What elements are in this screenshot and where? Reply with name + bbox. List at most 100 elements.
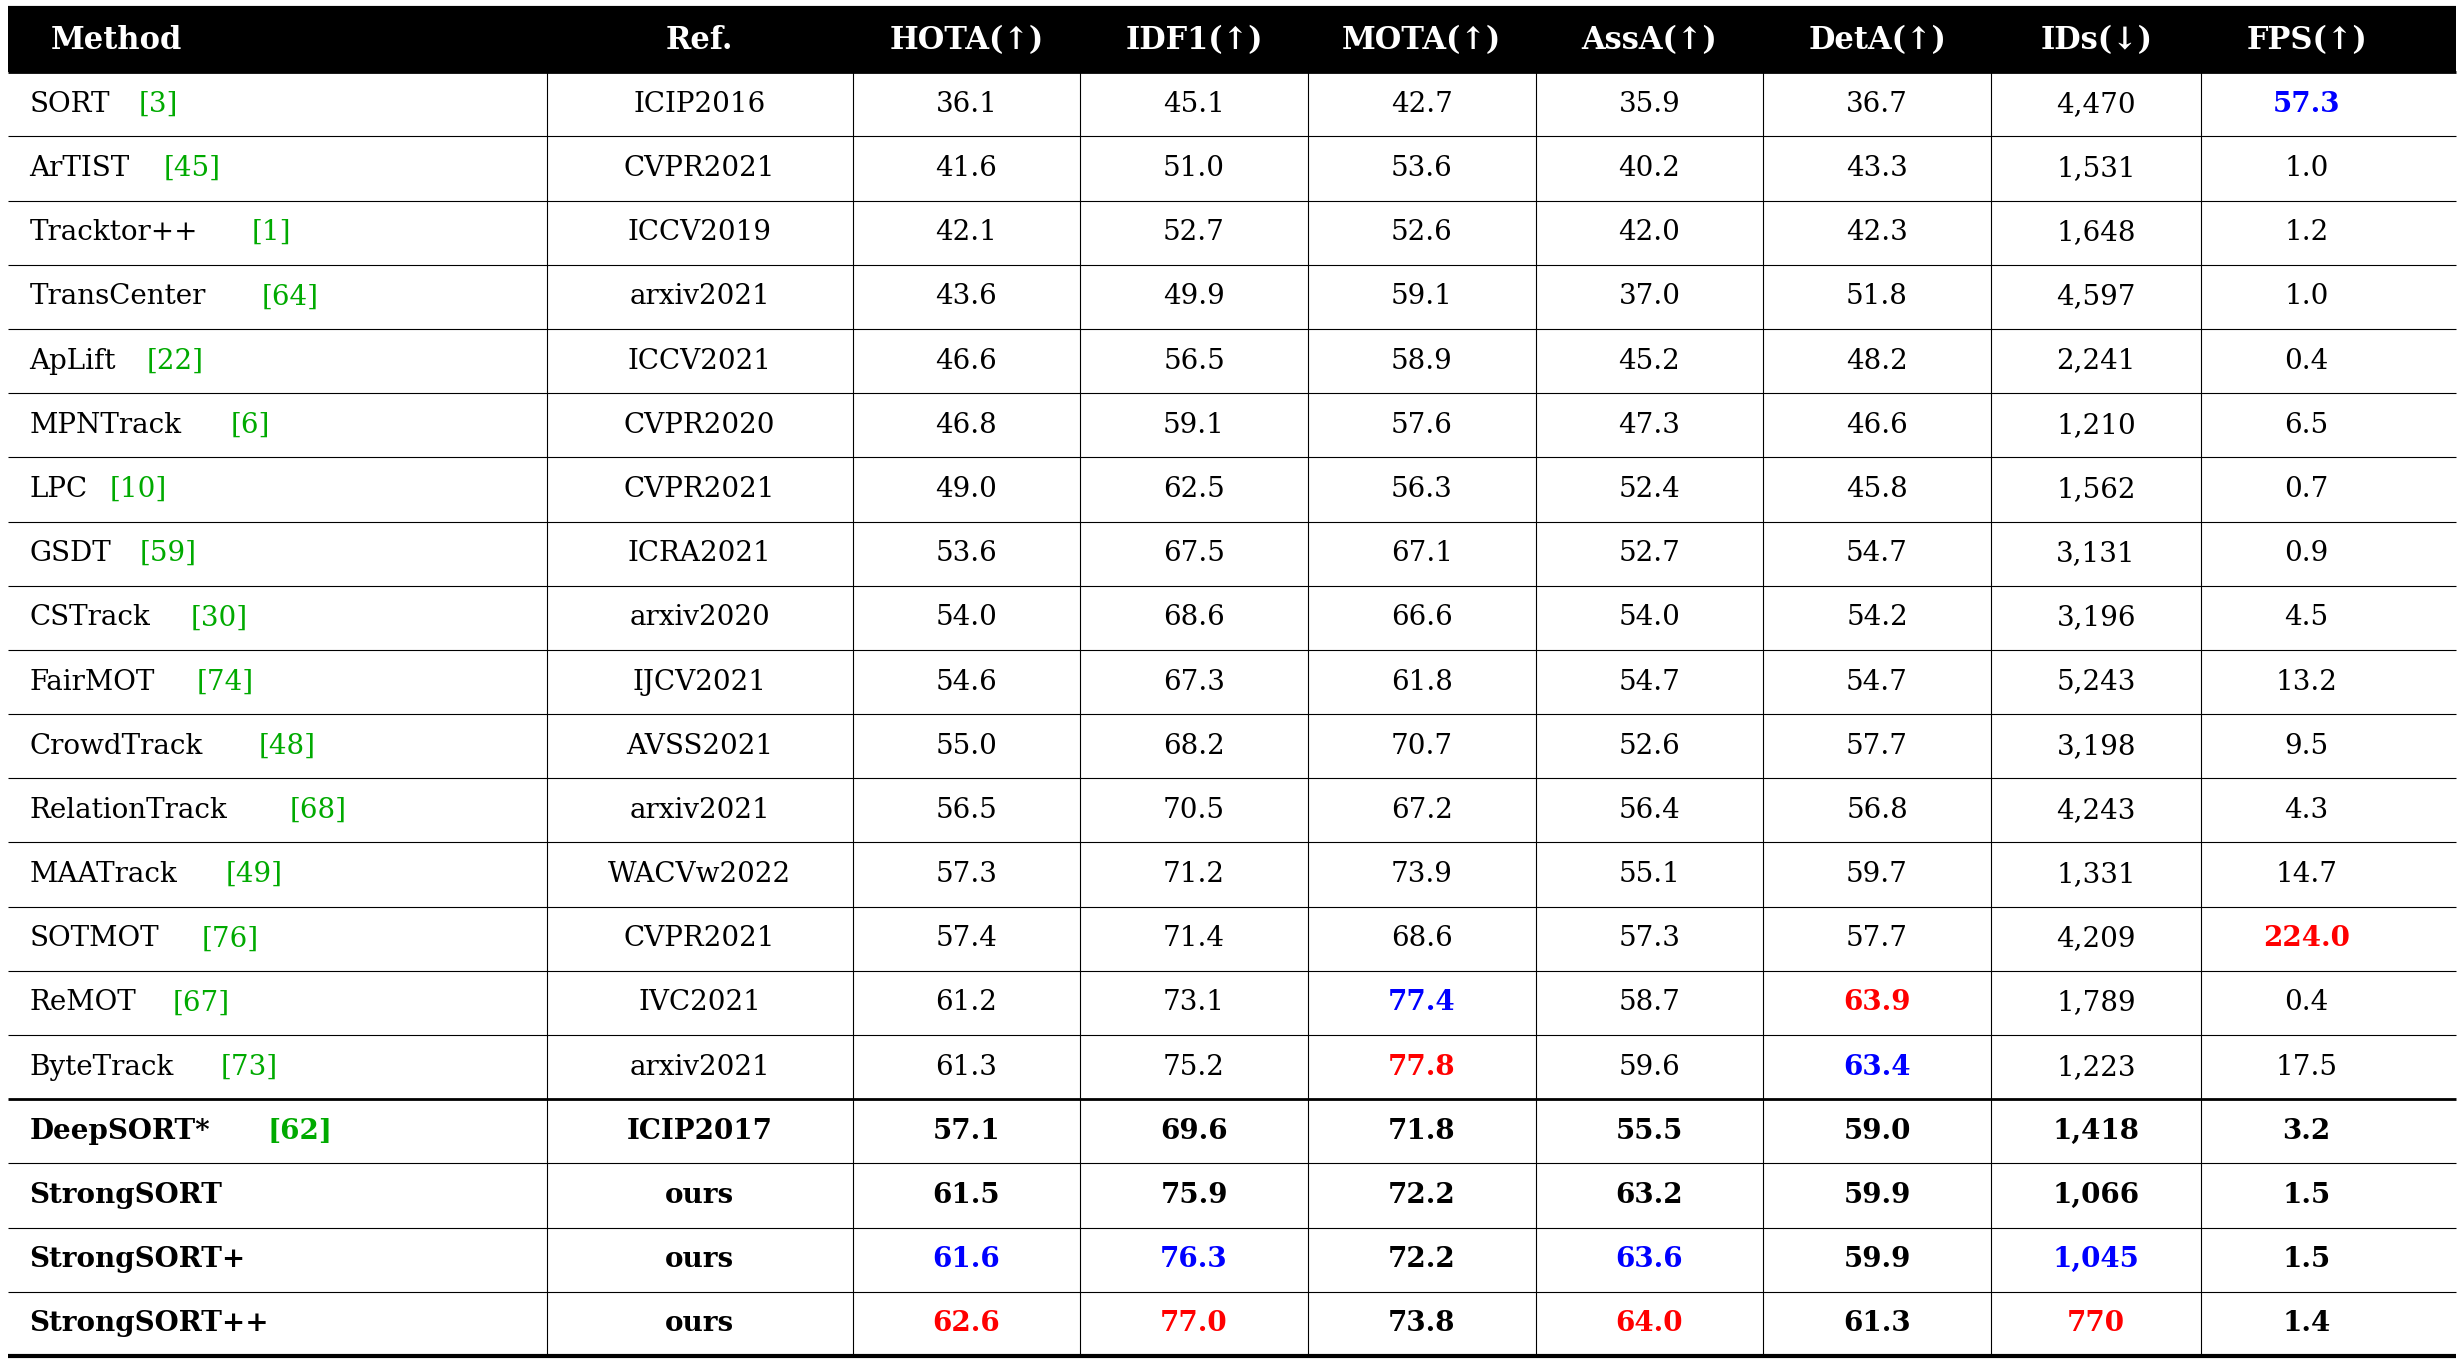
Bar xyxy=(7,393,2457,457)
Text: 1,066: 1,066 xyxy=(2053,1183,2139,1209)
Text: 55.5: 55.5 xyxy=(1616,1118,1683,1144)
Text: ReMOT: ReMOT xyxy=(30,989,136,1016)
Text: IJCV2021: IJCV2021 xyxy=(633,668,766,696)
Bar xyxy=(7,1035,2457,1099)
Text: 43.3: 43.3 xyxy=(1846,155,1907,181)
Text: 54.0: 54.0 xyxy=(1619,604,1680,632)
Text: CVPR2021: CVPR2021 xyxy=(623,925,776,952)
Bar xyxy=(7,843,2457,907)
Text: [3]: [3] xyxy=(138,91,177,117)
Text: SOTMOT: SOTMOT xyxy=(30,925,160,952)
Text: 63.4: 63.4 xyxy=(1843,1053,1910,1080)
Text: 68.6: 68.6 xyxy=(1163,604,1225,632)
Text: 59.1: 59.1 xyxy=(1390,284,1454,311)
Text: 66.6: 66.6 xyxy=(1390,604,1454,632)
Text: 52.7: 52.7 xyxy=(1163,220,1225,246)
Bar xyxy=(7,265,2457,329)
Text: ApLift: ApLift xyxy=(30,348,116,375)
Text: FPS(↑): FPS(↑) xyxy=(2247,25,2368,56)
Text: 17.5: 17.5 xyxy=(2277,1053,2338,1080)
Text: 56.3: 56.3 xyxy=(1390,476,1454,503)
Text: 5,243: 5,243 xyxy=(2057,668,2136,696)
Text: 56.5: 56.5 xyxy=(936,797,998,824)
Text: 59.0: 59.0 xyxy=(1843,1118,1910,1144)
Text: 63.6: 63.6 xyxy=(1616,1247,1683,1273)
Text: 1.2: 1.2 xyxy=(2284,220,2328,246)
Text: 0.4: 0.4 xyxy=(2284,348,2328,375)
Text: 9.5: 9.5 xyxy=(2284,732,2328,760)
Text: ICCV2019: ICCV2019 xyxy=(628,220,771,246)
Text: CVPR2020: CVPR2020 xyxy=(623,412,776,439)
Text: 64.0: 64.0 xyxy=(1616,1311,1683,1338)
Text: CVPR2021: CVPR2021 xyxy=(623,476,776,503)
Text: GSDT: GSDT xyxy=(30,540,111,567)
Text: 770: 770 xyxy=(2067,1311,2124,1338)
Text: MAATrack: MAATrack xyxy=(30,861,177,888)
Text: ICCV2021: ICCV2021 xyxy=(628,348,771,375)
Text: 57.7: 57.7 xyxy=(1846,925,1907,952)
Text: IDF1(↑): IDF1(↑) xyxy=(1126,25,1264,56)
Bar xyxy=(7,1163,2457,1228)
Text: 0.9: 0.9 xyxy=(2284,540,2328,567)
Text: 61.3: 61.3 xyxy=(1843,1311,1912,1338)
Text: 51.8: 51.8 xyxy=(1846,284,1907,311)
Bar xyxy=(7,715,2457,779)
Text: 4.3: 4.3 xyxy=(2284,797,2328,824)
Text: [73]: [73] xyxy=(222,1053,278,1080)
Text: 73.8: 73.8 xyxy=(1387,1311,1456,1338)
Text: 1.0: 1.0 xyxy=(2284,155,2328,181)
Text: ICRA2021: ICRA2021 xyxy=(628,540,771,567)
Text: 70.7: 70.7 xyxy=(1390,732,1454,760)
Text: 6.5: 6.5 xyxy=(2284,412,2328,439)
Text: DeepSORT*: DeepSORT* xyxy=(30,1118,209,1144)
Text: 75.9: 75.9 xyxy=(1161,1183,1227,1209)
Text: 42.0: 42.0 xyxy=(1619,220,1680,246)
Text: 57.3: 57.3 xyxy=(936,861,998,888)
Text: 49.0: 49.0 xyxy=(936,476,998,503)
Text: 1,562: 1,562 xyxy=(2057,476,2136,503)
Bar xyxy=(7,649,2457,715)
Text: 62.5: 62.5 xyxy=(1163,476,1225,503)
Text: 77.4: 77.4 xyxy=(1387,989,1456,1016)
Text: 4,597: 4,597 xyxy=(2057,284,2136,311)
Text: 46.6: 46.6 xyxy=(1846,412,1907,439)
Text: [10]: [10] xyxy=(108,476,168,503)
Text: [1]: [1] xyxy=(251,220,291,246)
Text: 55.1: 55.1 xyxy=(1619,861,1680,888)
Text: 1,331: 1,331 xyxy=(2057,861,2136,888)
Text: [74]: [74] xyxy=(197,668,254,696)
Text: 54.7: 54.7 xyxy=(1846,540,1907,567)
Text: 43.6: 43.6 xyxy=(936,284,998,311)
Text: ICIP2017: ICIP2017 xyxy=(626,1118,774,1144)
Text: 13.2: 13.2 xyxy=(2277,668,2338,696)
Text: [59]: [59] xyxy=(140,540,197,567)
Text: 42.3: 42.3 xyxy=(1846,220,1907,246)
Text: [68]: [68] xyxy=(291,797,347,824)
Bar xyxy=(7,907,2457,971)
Text: 40.2: 40.2 xyxy=(1619,155,1680,181)
Text: 57.1: 57.1 xyxy=(931,1118,1000,1144)
Text: 3,198: 3,198 xyxy=(2057,732,2136,760)
Text: 52.6: 52.6 xyxy=(1619,732,1680,760)
Text: 1.4: 1.4 xyxy=(2282,1311,2331,1338)
Text: [30]: [30] xyxy=(190,604,249,632)
Bar xyxy=(7,8,2457,72)
Text: 48.2: 48.2 xyxy=(1846,348,1907,375)
Text: 52.4: 52.4 xyxy=(1619,476,1680,503)
Text: ArTIST: ArTIST xyxy=(30,155,131,181)
Text: 45.8: 45.8 xyxy=(1846,476,1907,503)
Text: IDs(↓): IDs(↓) xyxy=(2040,25,2151,56)
Text: HOTA(↑): HOTA(↑) xyxy=(890,25,1045,56)
Text: 37.0: 37.0 xyxy=(1619,284,1680,311)
Text: 49.9: 49.9 xyxy=(1163,284,1225,311)
Text: 54.0: 54.0 xyxy=(936,604,998,632)
Text: Tracktor++: Tracktor++ xyxy=(30,220,197,246)
Text: CVPR2021: CVPR2021 xyxy=(623,155,776,181)
Text: 67.5: 67.5 xyxy=(1163,540,1225,567)
Text: ICIP2016: ICIP2016 xyxy=(633,91,766,117)
Bar xyxy=(7,136,2457,201)
Text: 47.3: 47.3 xyxy=(1619,412,1680,439)
Text: 71.8: 71.8 xyxy=(1387,1118,1456,1144)
Text: [67]: [67] xyxy=(172,989,229,1016)
Bar xyxy=(7,72,2457,136)
